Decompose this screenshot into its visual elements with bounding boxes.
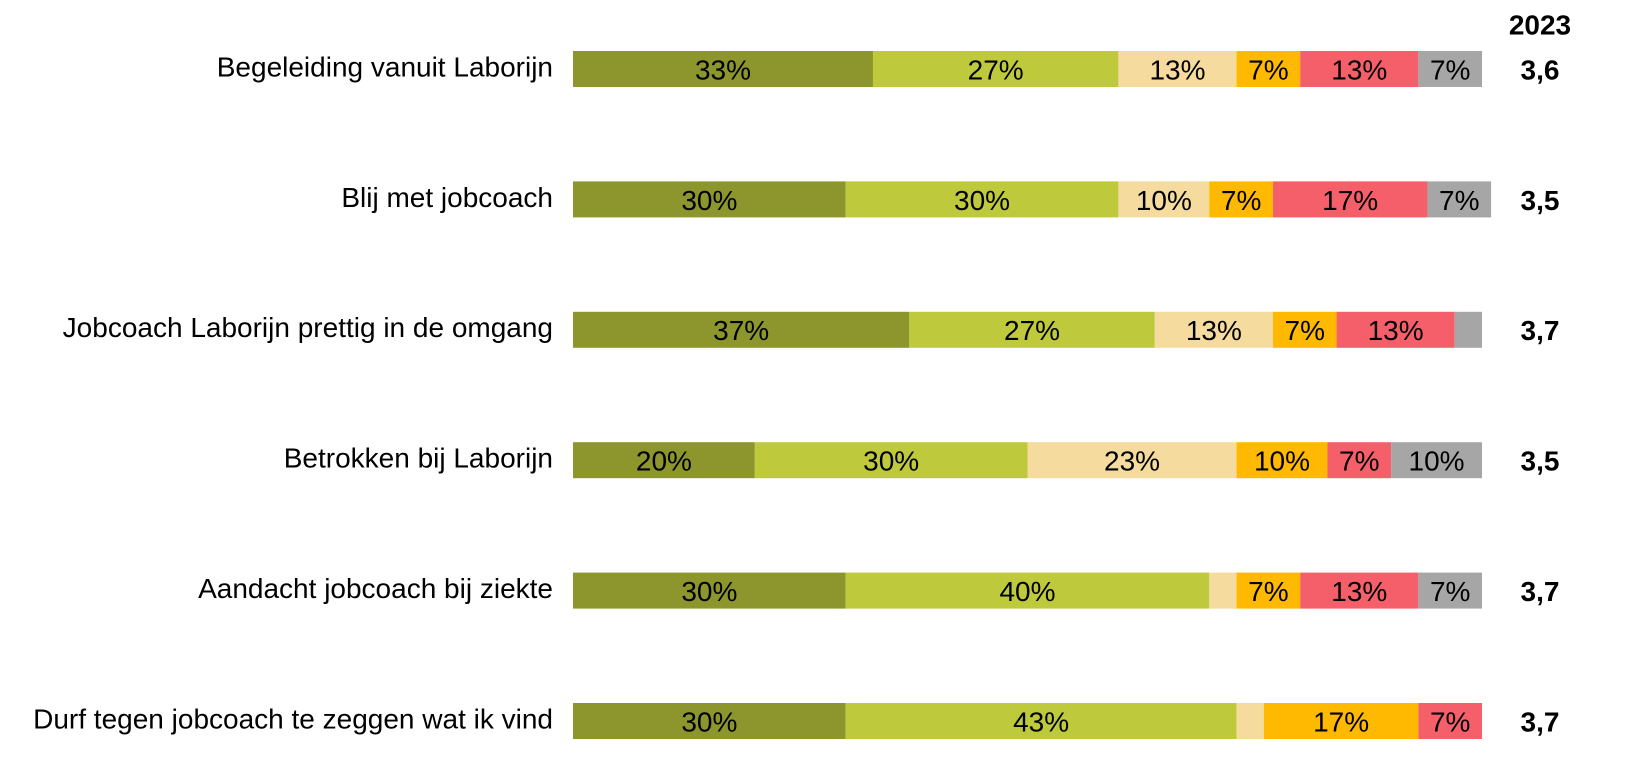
value-label: 7% (1285, 315, 1325, 346)
bar-segment (1209, 572, 1237, 609)
value-label: 7% (1339, 446, 1379, 477)
bar-segment (573, 311, 910, 348)
value-label: 30% (681, 185, 737, 216)
bar-segment (1300, 572, 1419, 609)
score: 3,7 (1521, 315, 1560, 346)
bar-segment (1118, 51, 1237, 87)
bar-segment (845, 181, 1119, 218)
bar-segment (1391, 442, 1482, 479)
bar-segment (1118, 181, 1210, 218)
category-label: Begeleiding vanuit Laborijn (217, 51, 553, 82)
score: 3,5 (1521, 446, 1560, 477)
value-label: 30% (863, 446, 919, 477)
bar-segment (845, 703, 1237, 739)
value-label: 7% (1430, 576, 1470, 607)
bar-segment (1236, 442, 1328, 479)
category-label: Betrokken bij Laborijn (284, 443, 553, 474)
value-label: 40% (999, 576, 1055, 607)
bar-segment (1236, 572, 1301, 609)
category-label: Aandacht jobcoach bij ziekte (198, 573, 553, 604)
value-label: 7% (1430, 706, 1470, 737)
value-label: 13% (1368, 315, 1424, 346)
score: 3,6 (1521, 54, 1560, 85)
value-label: 10% (1136, 185, 1192, 216)
bar-segment (872, 51, 1119, 87)
bar-segment (1263, 703, 1419, 739)
score-header: 2023 (1509, 9, 1571, 40)
bar-segment (573, 51, 873, 87)
bar-segment (1209, 181, 1273, 218)
value-label: 17% (1322, 185, 1378, 216)
value-label: 30% (681, 576, 737, 607)
bar-segment (1427, 181, 1492, 218)
bar-segment (1154, 311, 1273, 348)
value-label: 17% (1313, 706, 1369, 737)
value-label: 13% (1149, 54, 1205, 85)
value-label: 10% (1409, 446, 1465, 477)
bar-segment (1236, 703, 1264, 739)
score: 3,7 (1521, 576, 1560, 607)
bar-segment (845, 572, 1210, 609)
value-label: 13% (1186, 315, 1242, 346)
value-label: 10% (1254, 446, 1310, 477)
value-label: 7% (1439, 185, 1479, 216)
bar-segment (1300, 51, 1419, 87)
score: 3,7 (1521, 706, 1560, 737)
category-label: Blij met jobcoach (341, 182, 553, 213)
bar-segment (573, 703, 846, 739)
bar-segment (1418, 572, 1482, 609)
value-label: 13% (1331, 54, 1387, 85)
value-label: 43% (1013, 706, 1069, 737)
bar-segment (1272, 311, 1337, 348)
value-label: 13% (1331, 576, 1387, 607)
category-label: Durf tegen jobcoach te zeggen wat ik vin… (33, 703, 553, 734)
bar-segment (1418, 703, 1482, 739)
value-label: 7% (1221, 185, 1261, 216)
bar-segment (1418, 51, 1482, 87)
bar-segment (573, 442, 755, 479)
value-label: 20% (636, 446, 692, 477)
value-label: 7% (1430, 54, 1470, 85)
bar-segment (1272, 181, 1428, 218)
value-label: 37% (713, 315, 769, 346)
bar-segment (1327, 442, 1392, 479)
value-label: 23% (1104, 446, 1160, 477)
bar-segment (573, 181, 846, 218)
value-label: 27% (1004, 315, 1060, 346)
bar-segment (909, 311, 1155, 348)
bar-segment (754, 442, 1028, 479)
bar-segment (1027, 442, 1237, 479)
value-label: 7% (1248, 576, 1288, 607)
bar-segment (1236, 51, 1301, 87)
value-label: 27% (968, 54, 1024, 85)
category-label: Jobcoach Laborijn prettig in de omgang (63, 312, 553, 343)
bar-segment (1454, 311, 1482, 348)
value-label: 33% (695, 54, 751, 85)
value-label: 30% (681, 706, 737, 737)
value-label: 30% (954, 185, 1010, 216)
bar-segment (573, 572, 846, 609)
score: 3,5 (1521, 185, 1560, 216)
value-label: 7% (1248, 54, 1288, 85)
bar-segment (1336, 311, 1455, 348)
